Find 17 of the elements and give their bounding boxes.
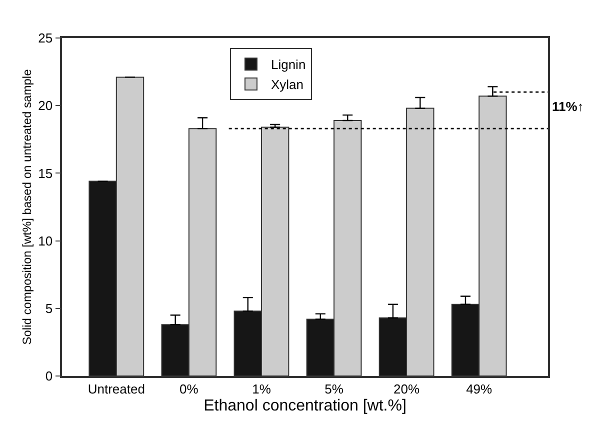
x-tick-label: 0% <box>180 381 199 396</box>
y-tick-label: 15 <box>38 166 53 181</box>
legend-label: Lignin <box>270 57 306 72</box>
legend-label: Xylan <box>270 77 304 92</box>
y-tick-label: 25 <box>38 30 53 46</box>
x-tick-label: 1% <box>252 381 272 396</box>
y-tick-label: 10 <box>38 233 53 248</box>
x-tick-label: 5% <box>324 381 344 396</box>
x-axis-title: Ethanol concentration [wt.%] <box>204 398 406 415</box>
x-tick-label: 20% <box>394 381 420 396</box>
y-tick-label: 0 <box>45 368 53 384</box>
x-tick-label: Untreated <box>88 381 145 396</box>
y-tick-label: 20 <box>38 98 53 114</box>
x-tick-label: 49% <box>466 381 493 396</box>
y-axis-title: Solid composition [wt%] based on untreated sample <box>20 68 34 345</box>
text: 11%↑ <box>552 99 584 114</box>
y-tick-label: 5 <box>45 300 53 316</box>
